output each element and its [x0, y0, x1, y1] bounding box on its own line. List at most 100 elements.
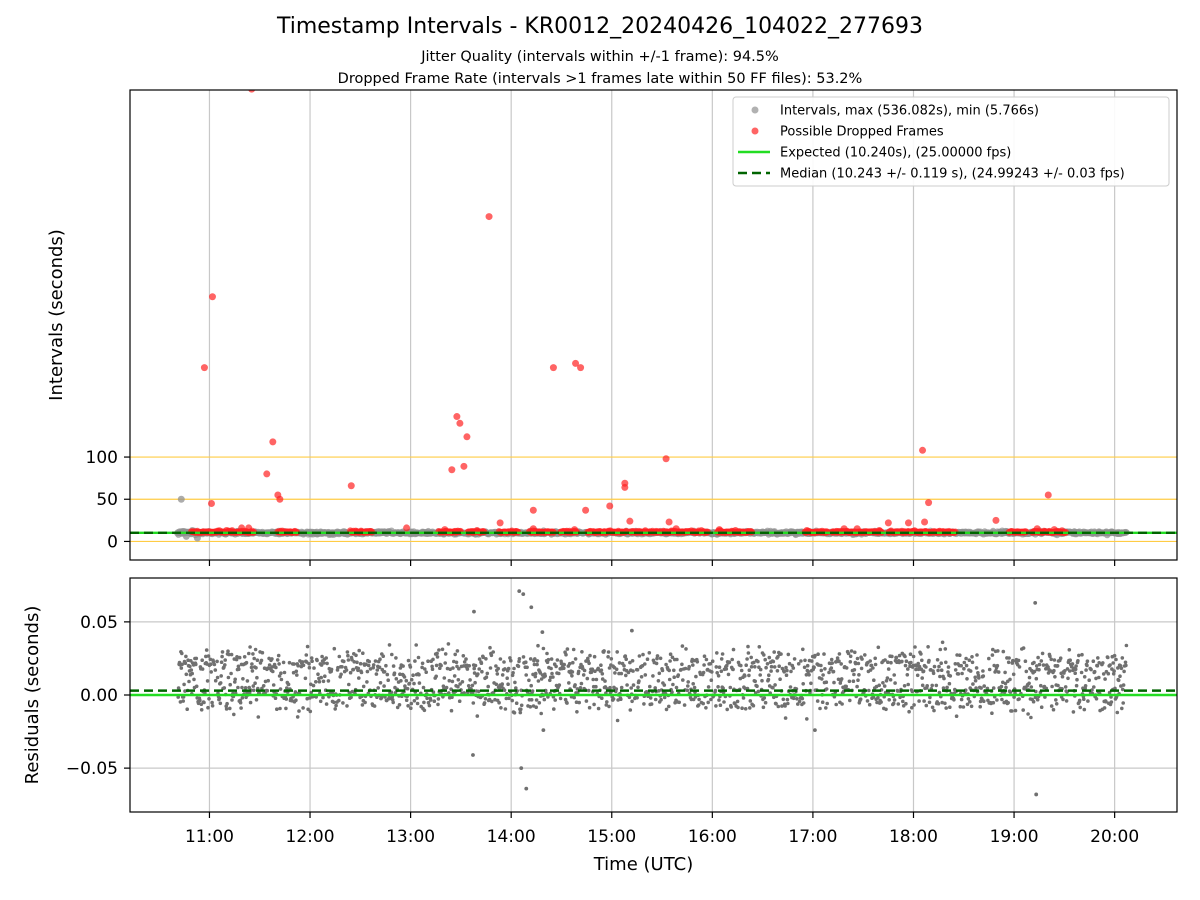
residual-point [990, 711, 994, 715]
residual-point [295, 715, 300, 719]
residual-point [498, 657, 503, 661]
residual-point [361, 651, 365, 655]
residual-point [345, 704, 349, 708]
residual-point [905, 673, 910, 677]
residual-point [974, 686, 978, 690]
residual-point [668, 652, 673, 656]
residual-point [670, 690, 674, 694]
residual-point [961, 705, 966, 709]
residual-point [456, 684, 460, 689]
residual-point [846, 651, 851, 656]
residual-point [1092, 685, 1096, 689]
residual-point [1122, 669, 1126, 674]
residual-point [1064, 699, 1069, 703]
residual-point [594, 677, 599, 682]
residual-point [907, 709, 911, 714]
residual-point [243, 686, 248, 690]
residual-point [1121, 683, 1126, 687]
residual-point [801, 682, 805, 686]
residual-point [827, 670, 831, 675]
residual-point [755, 684, 759, 688]
residual-point [426, 659, 430, 663]
residual-point [964, 663, 969, 668]
residual-point [194, 656, 199, 661]
residual-point [416, 655, 421, 660]
residual-point [1101, 672, 1106, 676]
residual-point [1033, 600, 1038, 605]
residual-point [576, 669, 581, 674]
residual-point [710, 670, 714, 674]
residual-point [938, 674, 942, 679]
residual-point [452, 674, 457, 678]
residual-point [236, 685, 240, 690]
residual-point [860, 657, 864, 661]
residual-point [321, 679, 326, 684]
residual-point [521, 655, 526, 659]
residual-point [219, 674, 223, 678]
residual-point [310, 659, 314, 663]
residual-point [713, 688, 718, 693]
residual-point [244, 660, 249, 665]
residual-point [409, 706, 413, 710]
residual-point [683, 666, 688, 671]
residual-point [839, 662, 843, 666]
residual-point [279, 671, 283, 675]
residual-point [873, 662, 878, 667]
residual-point [247, 685, 251, 690]
residual-point [917, 664, 922, 669]
residual-point [184, 672, 189, 677]
residual-point [645, 657, 650, 661]
residual-point [848, 654, 853, 659]
residual-point [1075, 677, 1079, 682]
residual-point [224, 707, 229, 711]
residual-point [381, 654, 386, 658]
residual-point [529, 683, 533, 688]
residual-point [439, 663, 443, 668]
residual-point [562, 662, 566, 667]
residual-point [503, 667, 507, 671]
residual-point [315, 658, 319, 663]
residual-point [906, 682, 910, 687]
dropped-frame-point [992, 516, 1000, 524]
residual-point [816, 652, 820, 656]
residual-point [1058, 656, 1063, 660]
residual-point [398, 666, 403, 670]
residual-point [235, 655, 239, 659]
residual-point [853, 661, 858, 666]
residual-point [926, 645, 930, 649]
residual-point [552, 707, 556, 711]
legend-box [732, 96, 1170, 187]
residual-point [344, 668, 349, 672]
residual-point [1007, 656, 1011, 660]
residual-point [540, 630, 545, 635]
chart-legend: Intervals, max (536.082s), min (5.766s) P… [732, 96, 1170, 187]
residual-point [667, 668, 671, 673]
residual-point [529, 605, 534, 610]
residual-point [287, 660, 292, 665]
residual-point [455, 649, 460, 653]
residual-point [886, 667, 891, 671]
residual-point [233, 680, 237, 684]
residual-point [760, 678, 764, 683]
residual-point [255, 675, 259, 680]
residual-point [1077, 698, 1082, 703]
residual-point [275, 707, 279, 711]
residual-point [531, 704, 536, 708]
residual-point [812, 665, 816, 670]
residual-point [591, 677, 595, 682]
residual-point [337, 698, 341, 703]
residual-point [959, 697, 964, 702]
residual-point [820, 677, 824, 681]
residual-point [599, 663, 603, 667]
residual-point [901, 699, 905, 704]
residual-point [1111, 672, 1116, 676]
residual-point [964, 656, 968, 661]
residual-point [503, 707, 508, 711]
residual-point [582, 668, 587, 673]
residual-point [504, 696, 509, 701]
residual-point [994, 668, 998, 673]
residual-point [939, 661, 943, 665]
dropped-frame-point [200, 364, 208, 372]
residual-point [702, 663, 706, 667]
residual-point [1063, 669, 1067, 673]
